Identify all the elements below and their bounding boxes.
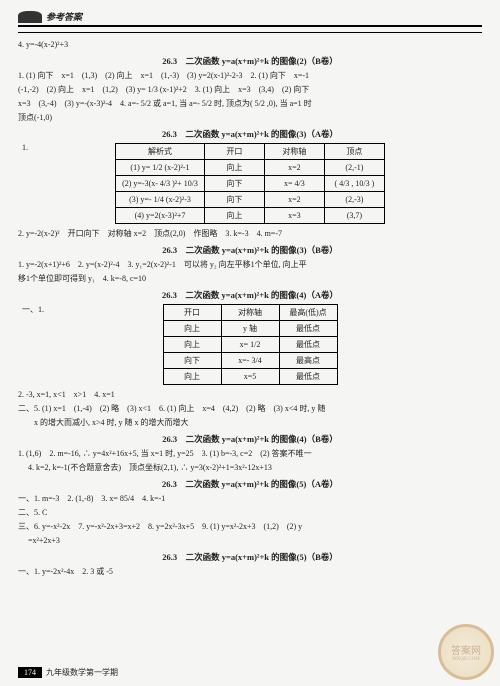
t1r3c2: x=3 [264,208,324,224]
s0-l0: 1. (1) 向下 x=1 (1,3) (2) 向上 x=1 (1,-3) (3… [18,70,482,82]
t1r0c0: (1) y= 1/2 (x-2)²-1 [116,160,205,176]
footer-label: 九年级数学第一学期 [46,667,118,678]
t2r3c1: x=5 [221,369,279,385]
t1r3c0: (4) y=2(x-3)²+7 [116,208,205,224]
t2r2c2: 最高点 [279,353,337,369]
t2r0c2: 最低点 [279,321,337,337]
t1r0c1: 向上 [204,160,264,176]
t2-h1: 对称轴 [221,305,279,321]
header-title: 参考答案 [46,10,82,23]
analysis-table: 解析式 开口 对称轴 顶点 (1) y= 1/2 (x-2)²-1向上x=2(2… [115,143,385,224]
section-title-2: 26.3 二次函数 y=a(x+m)²+k 的图像(3)（B卷） [18,244,482,256]
page-footer: 174 九年级数学第一学期 [0,667,500,678]
s6-l0: 一、1. y=-2x²-4x 2. 3 或 -5 [18,566,482,578]
section-title-6: 26.3 二次函数 y=a(x+m)²+k 的图像(5)（B卷） [18,551,482,563]
top-equation: 4. y=-4(x-2)²+3 [18,39,482,51]
t1-h0: 解析式 [116,144,205,160]
t1-h1: 开口 [204,144,264,160]
t1r2c1: 向下 [204,192,264,208]
page-number: 174 [18,667,42,678]
s0-l3: 顶点(-1,0) [18,112,482,124]
s5-l2: 三、6. y=-x²-2x 7. y=-x²-2x+3=x+2 8. y=2x²… [18,521,482,533]
t2r1c1: x= 1/2 [221,337,279,353]
t1r0c3: (2,-1) [324,160,384,176]
section-title-0: 26.3 二次函数 y=a(x+m)²+k 的图像(2)（B卷） [18,55,482,67]
s3-after2: x 的增大而减小, x>4 时, y 随 x 的增大而增大 [18,417,482,429]
watermark-bottom: MXQE.COM [452,657,479,662]
t2r1c0: 向上 [163,337,221,353]
section-title-1: 26.3 二次函数 y=a(x+m)²+k 的图像(3)（A卷） [18,128,482,140]
header-icon [18,11,42,23]
t2r2c0: 向下 [163,353,221,369]
section-title-4: 26.3 二次函数 y=a(x+m)²+k 的图像(4)（B卷） [18,433,482,445]
s1-after: 2. y=-2(x-2)² 开口向下 对称轴 x=2 顶点(2,0) 作图略 3… [18,228,482,240]
s4-l1: 4. k=2, k=-1(不合题意舍去) 顶点坐标(2,1), ∴ y=3(x-… [18,462,482,474]
t1r1c1: 向下 [204,176,264,192]
t1-h3: 顶点 [324,144,384,160]
t2r3c2: 最低点 [279,369,337,385]
s3-after1: 二、5. (1) x=1 (1,-4) (2) 略 (3) x<1 6. (1)… [18,403,482,415]
t2r1c2: 最低点 [279,337,337,353]
s2-l1: 移1个单位即可得到 y₁ 4. k=-8, c=10 [18,273,482,285]
t2r2c1: x=- 3/4 [221,353,279,369]
watermark-stamp: 答案网 MXQE.COM [438,624,494,680]
s0-l1: (-1,-2) (2) 向上 x=1 (1,2) (3) y= 1/3 (x-1… [18,84,482,96]
t1r3c1: 向上 [204,208,264,224]
watermark-top: 答案网 [451,642,481,657]
t1r2c0: (3) y=- 1/4 (x-2)²-3 [116,192,205,208]
section-title-3: 26.3 二次函数 y=a(x+m)²+k 的图像(4)（A卷） [18,289,482,301]
s5-l0: 一、1. m=-3 2. (1,-8) 3. x= 85/4 4. k=-1 [18,493,482,505]
t1r2c3: (2,-3) [324,192,384,208]
t2-h0: 开口 [163,305,221,321]
t1r3c3: (3,7) [324,208,384,224]
t1r2c2: x=2 [264,192,324,208]
s4-l0: 1. (1,6) 2. m=-16, ∴ y=4x²+16x+5, 当 x=1 … [18,448,482,460]
t1r1c3: ( 4/3 , 10/3 ) [324,176,384,192]
section-title-5: 26.3 二次函数 y=a(x+m)²+k 的图像(5)（A卷） [18,478,482,490]
page-header: 参考答案 [18,10,482,27]
t2-h2: 最高(低)点 [279,305,337,321]
tbl2-mark: 一、1. [22,304,44,315]
header-rule [18,32,482,33]
t2r3c0: 向上 [163,369,221,385]
t1r1c2: x= 4/3 [264,176,324,192]
s3-after0: 2. -3, x=1, x<1 x>1 4. x=1 [18,389,482,401]
s0-l2: x=3 (3,-4) (3) y=-(x-3)²-4 4. a=- 5/2 或 … [18,98,482,110]
t2r0c1: y 轴 [221,321,279,337]
t1r0c2: x=2 [264,160,324,176]
t1r1c0: (2) y=-3(x- 4/3 )²+ 10/3 [116,176,205,192]
t2r0c0: 向上 [163,321,221,337]
s5-l1: 二、5. C [18,507,482,519]
tbl1-mark: 1. [22,143,28,152]
s2-l0: 1. y=-2(x+1)²+6 2. y=(x-2)²-4 3. y₁=2(x-… [18,259,482,271]
t1-h2: 对称轴 [264,144,324,160]
s5-l3: =x²+2x+3 [18,535,482,547]
open-table: 开口 对称轴 最高(低)点 向上y 轴最低点 向上x= 1/2最低点 向下x=-… [163,304,338,385]
